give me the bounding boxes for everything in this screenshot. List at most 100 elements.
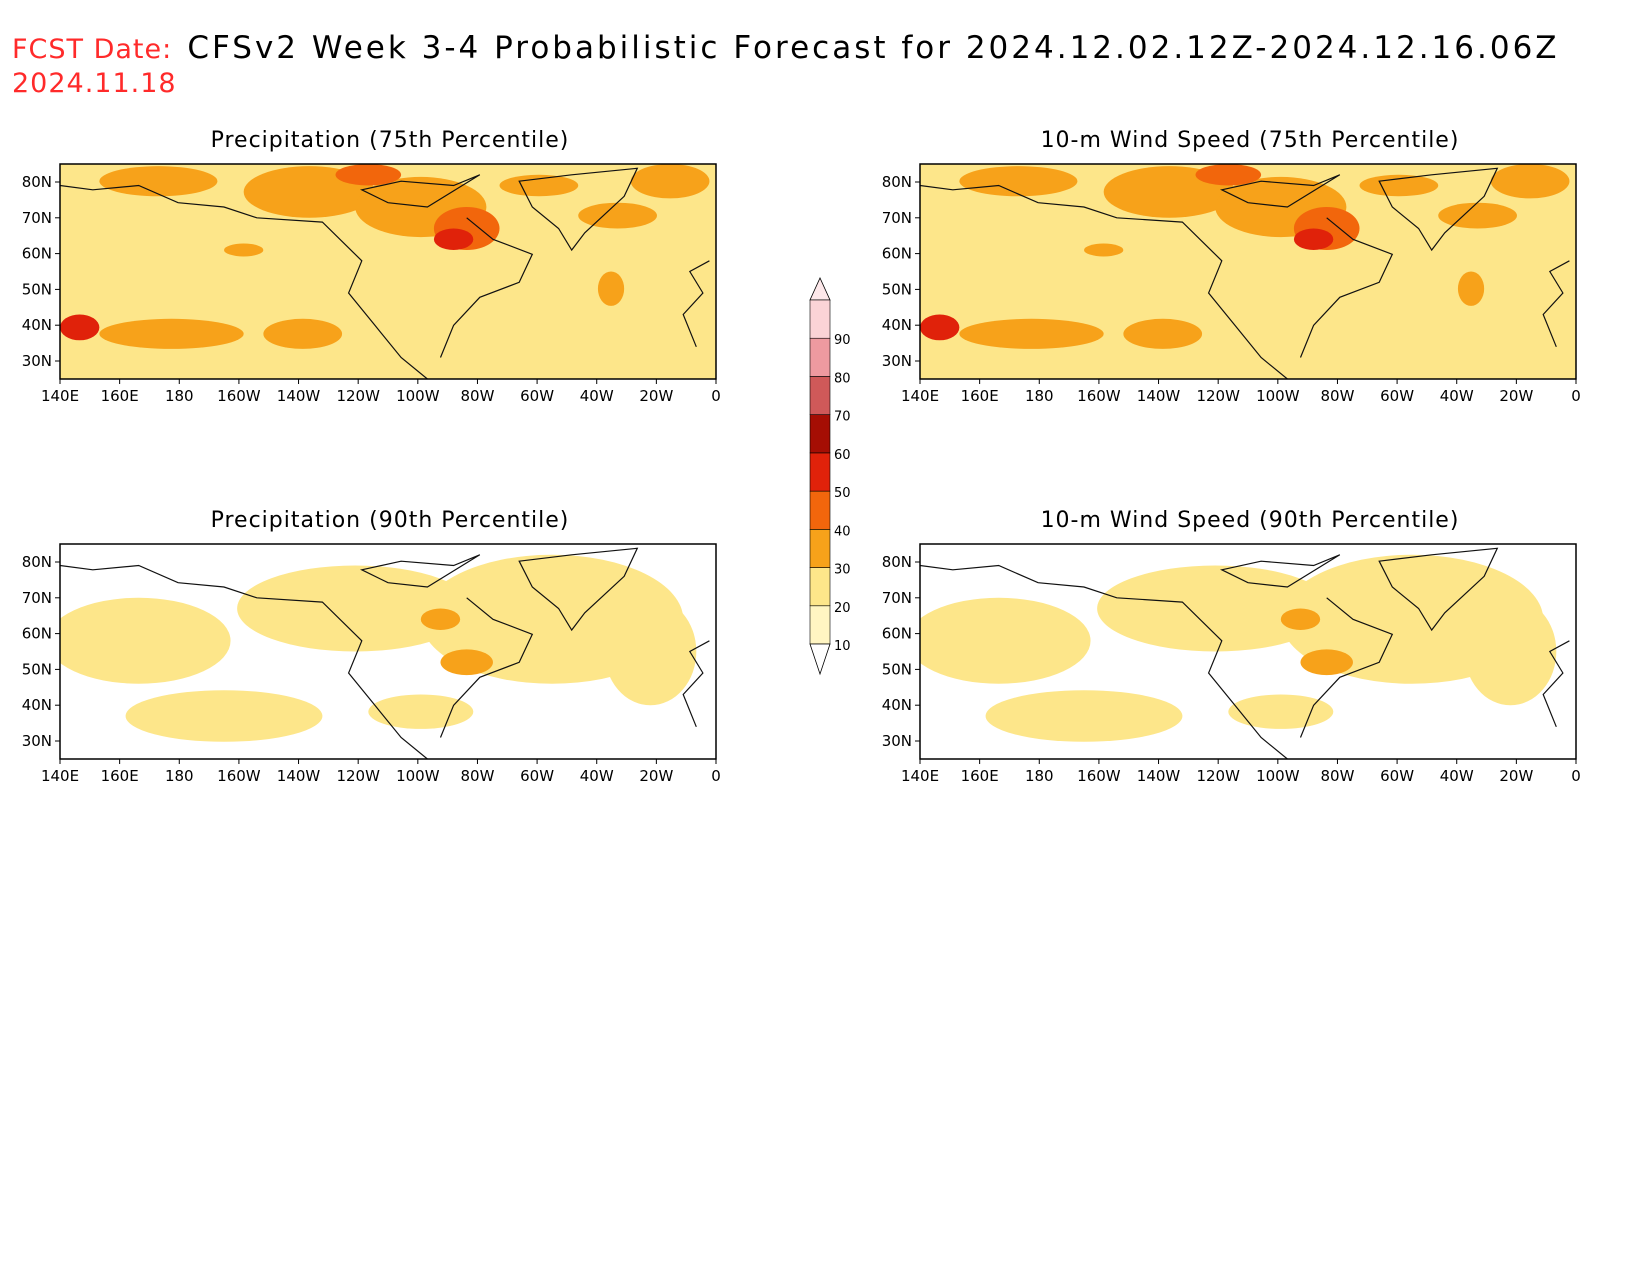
contour-shade <box>985 690 1183 742</box>
coastline <box>1378 547 1499 632</box>
lon-label: 140W <box>277 387 321 405</box>
colorbar-swatch <box>809 414 831 454</box>
lon-label: 140W <box>1137 767 1181 785</box>
lat-label: 40N <box>882 316 912 334</box>
lat-label: 40N <box>22 696 52 714</box>
contour-shade <box>430 613 451 625</box>
lat-label: 80N <box>22 173 52 191</box>
coastline <box>1299 217 1394 358</box>
contour-shade <box>1290 613 1311 625</box>
contour-shade <box>499 174 579 197</box>
coastline <box>920 564 1288 759</box>
lon-label: 100W <box>1256 767 1300 785</box>
contour-shade <box>959 318 1104 349</box>
colorbar-swatch <box>809 529 831 568</box>
contour-shade <box>1490 164 1570 199</box>
lat-label: 80N <box>22 553 52 571</box>
coastline <box>60 184 428 379</box>
lat-label: 60N <box>882 245 912 263</box>
lon-label: 20W <box>639 387 673 405</box>
contour-shade <box>1123 318 1203 349</box>
contour-shade <box>224 243 264 257</box>
coastline <box>1219 174 1341 208</box>
panel-title: 10-m Wind Speed (90th Percentile) <box>1040 508 1460 533</box>
lon-label: 80W <box>1320 387 1354 405</box>
lon-label: 40W <box>580 767 614 785</box>
contour-shade <box>630 164 710 199</box>
panel-title: Precipitation (75th Percentile) <box>210 128 570 153</box>
coastline <box>359 554 481 588</box>
map-precip-90: 140E 160E 180 160W 140W 120W 100W 80W 60W 40W 20W 0… <box>22 543 721 785</box>
colorbar-label: 10 <box>834 639 851 654</box>
lon-label: 60W <box>1380 387 1414 405</box>
lon-label: 180 <box>1025 767 1054 785</box>
lon-label: 40W <box>1440 767 1474 785</box>
contour-shade <box>1313 655 1340 669</box>
lon-label: 140W <box>1137 387 1181 405</box>
colorbar-swatch <box>809 490 831 530</box>
contour-shade <box>1084 243 1124 257</box>
fcst-date-value: 2024.11.18 <box>12 68 177 99</box>
lon-label: 160W <box>1077 767 1121 785</box>
lon-label: 80W <box>1320 767 1354 785</box>
coastline <box>439 217 534 358</box>
panel-precip-90: Precipitation (90th Percentile) 140E 160E… <box>10 508 770 808</box>
lat-label: 30N <box>882 352 912 370</box>
lat-label: 30N <box>22 352 52 370</box>
lon-label: 160E <box>101 767 139 785</box>
colorbar-label: 90 <box>834 333 851 348</box>
colorbar-swatch <box>809 567 831 607</box>
coastline <box>518 547 639 632</box>
contour-shade <box>1457 271 1485 306</box>
map-wind-75: 140E 160E 180 160W 140W 120W 100W 80W 60W 40W 20W 0… <box>882 163 1581 405</box>
lon-label: 160E <box>961 767 999 785</box>
contour-shade <box>237 565 474 652</box>
panel-wind-75: 10-m Wind Speed (75th Percentile) 140E 16… <box>870 128 1630 428</box>
map-wind-90: 140E 160E 180 160W 140W 120W 100W 80W 60W 40W 20W 0… <box>882 543 1581 785</box>
lon-label: 180 <box>165 767 194 785</box>
lon-label: 140E <box>41 387 79 405</box>
lon-label: 140E <box>901 387 939 405</box>
lat-label: 50N <box>882 280 912 298</box>
coastline <box>682 260 710 348</box>
map-frame <box>59 163 717 380</box>
contour-shade <box>1438 202 1517 229</box>
colorbar-label: 40 <box>834 524 851 539</box>
lat-label: 70N <box>22 589 52 607</box>
coastline <box>1299 597 1394 738</box>
contour-shade <box>368 694 474 729</box>
map-frame <box>919 163 1577 380</box>
contour-shade <box>597 271 625 306</box>
lat-label: 40N <box>882 696 912 714</box>
colorbar-top-arrow <box>809 277 831 301</box>
lon-label: 120W <box>336 767 380 785</box>
coastline <box>1542 260 1570 348</box>
lon-label: 180 <box>165 387 194 405</box>
forecast-title: CFSv2 Week 3-4 Probabilistic Forecast fo… <box>187 30 1560 66</box>
colorbar-label: 20 <box>834 601 851 616</box>
lon-label: 120W <box>1196 767 1240 785</box>
coastline <box>1378 167 1499 252</box>
lon-label: 20W <box>1499 387 1533 405</box>
contour-shade <box>959 166 1078 197</box>
colorbar-swatch <box>809 299 831 339</box>
lat-label: 60N <box>22 625 52 643</box>
contour-shade <box>1195 164 1262 186</box>
lat-label: 80N <box>882 553 912 571</box>
lon-label: 140E <box>41 767 79 785</box>
lat-label: 70N <box>882 209 912 227</box>
lon-label: 160E <box>101 387 139 405</box>
lon-label: 80W <box>460 387 494 405</box>
lat-label: 60N <box>882 625 912 643</box>
header: FCST Date: CFSv2 Week 3-4 Probabilistic … <box>12 30 1560 66</box>
panel-precip-75: Precipitation (75th Percentile) 140E 160E… <box>10 128 770 428</box>
lat-label: 40N <box>22 316 52 334</box>
lon-label: 160E <box>961 387 999 405</box>
lon-label: 140E <box>901 767 939 785</box>
contour-shade <box>99 318 244 349</box>
contour-shade <box>604 597 697 706</box>
contour-shade <box>453 655 480 669</box>
colorbar: 10 20 30 40 50 60 70 80 90 <box>809 277 851 676</box>
coastline <box>439 597 534 738</box>
map-frame <box>919 543 1577 760</box>
